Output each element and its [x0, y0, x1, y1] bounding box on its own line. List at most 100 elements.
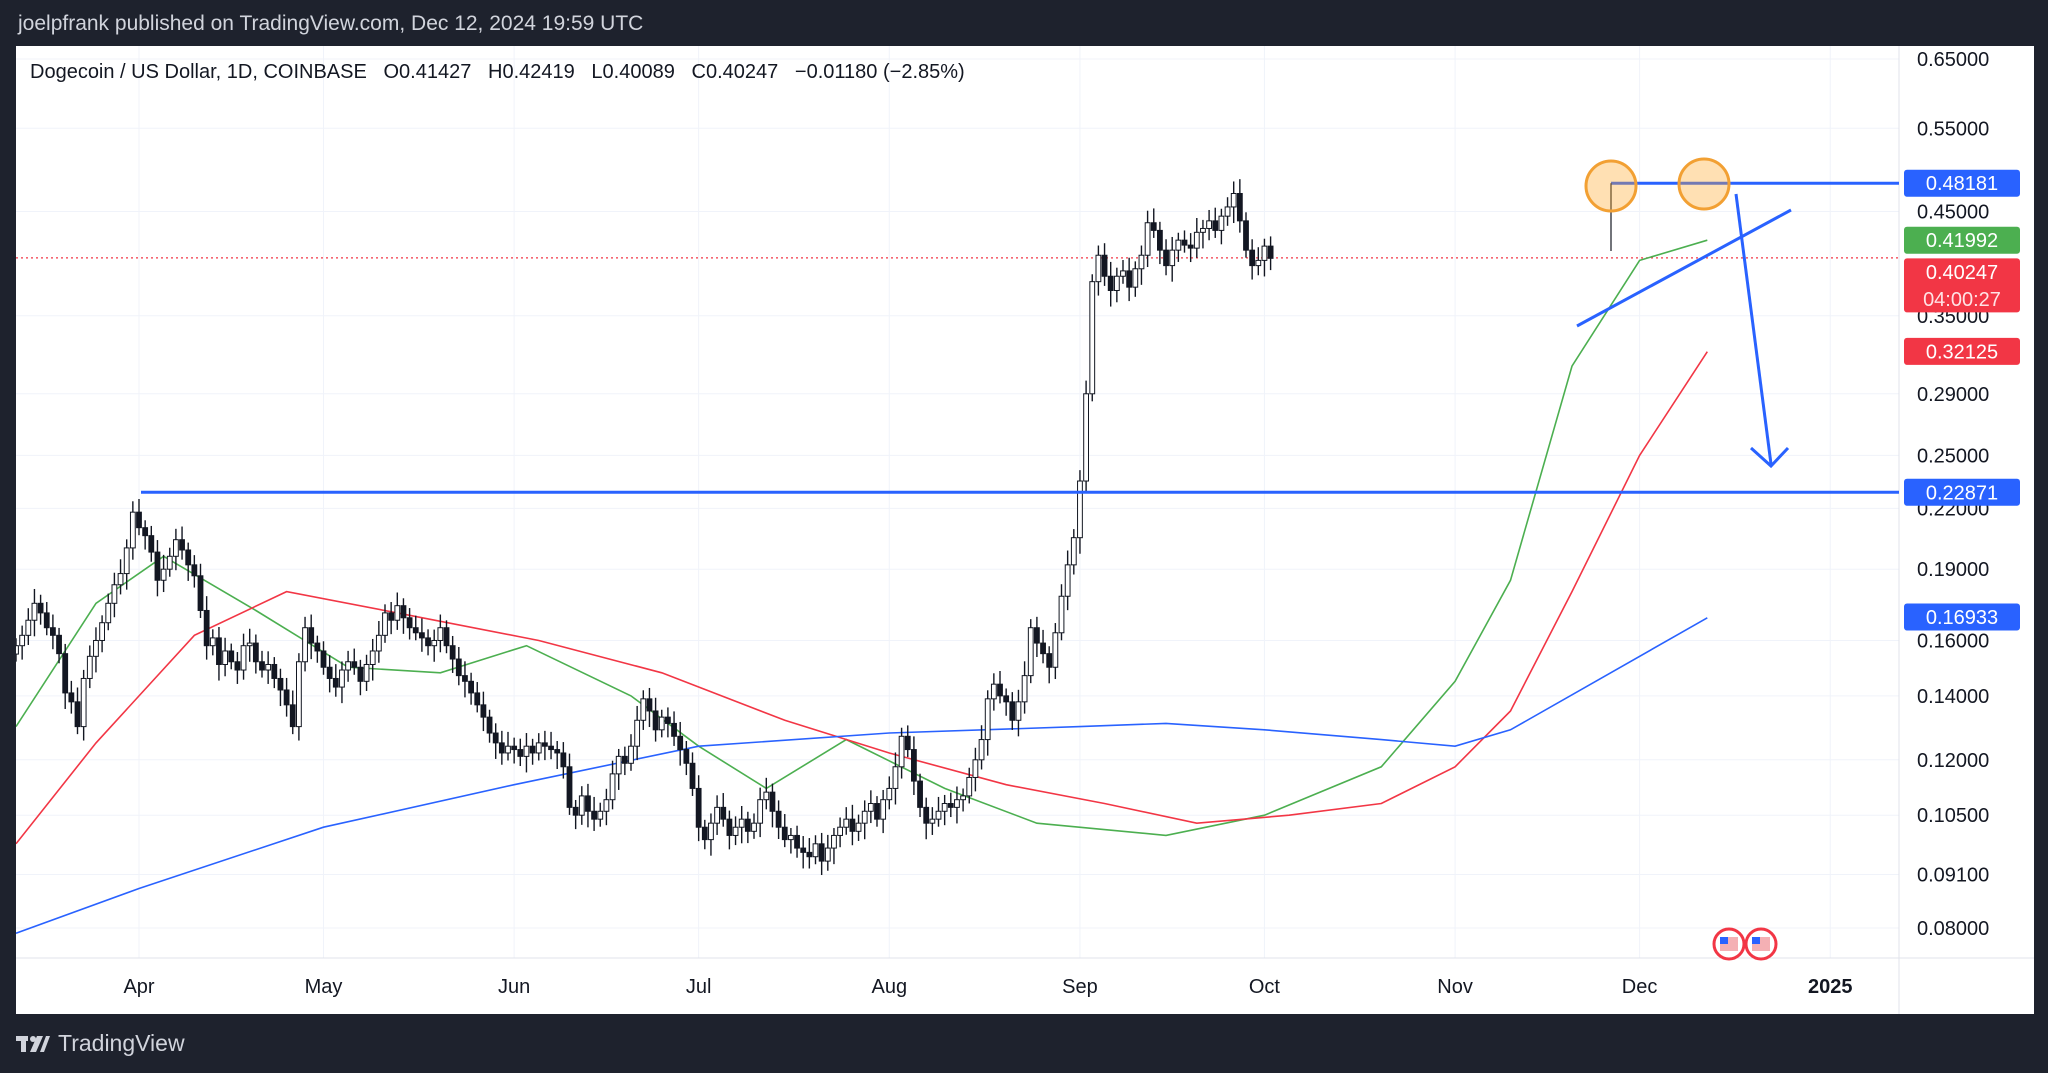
candle-body — [947, 803, 954, 808]
candle-body — [566, 766, 573, 808]
y-tick-label-5: 0.25000 — [1917, 445, 1989, 467]
trend-line-lower[interactable] — [1576, 208, 1792, 328]
candle-body — [1113, 275, 1120, 291]
candle-body — [1095, 254, 1102, 283]
candle-body — [1255, 259, 1262, 267]
candle-body — [419, 632, 425, 639]
candle-body — [1009, 701, 1016, 721]
double-top-circle-1[interactable] — [1677, 157, 1731, 211]
candle-body — [997, 683, 1003, 697]
footer-brand-label: TradingView — [58, 1030, 185, 1056]
candle-body — [1212, 220, 1219, 231]
x-tick-label-9: 2025 — [1808, 976, 1853, 998]
candle-body — [1175, 239, 1182, 251]
candle-body — [388, 612, 395, 621]
candle-body — [455, 658, 462, 677]
candle-body — [757, 799, 764, 824]
candle-body — [1261, 245, 1268, 261]
candle-body — [234, 661, 241, 671]
candle-body — [904, 735, 911, 751]
candle-body — [874, 803, 880, 820]
candle-body — [818, 843, 825, 862]
chart-panel[interactable]: 0.65000 0.55000 0.45000 0.35000 0.29000 0.250… — [13, 46, 2034, 1014]
candle-body — [1126, 270, 1133, 288]
y-tick-label-7: 0.19000 — [1917, 559, 1989, 581]
candle-body — [1070, 537, 1077, 566]
candle-body — [831, 834, 837, 849]
candle-body — [246, 642, 253, 647]
candle-body — [1193, 231, 1200, 249]
candle-body — [1064, 564, 1071, 597]
candle-body — [160, 568, 167, 581]
candle-body — [289, 704, 296, 728]
candle-body — [652, 710, 659, 731]
x-tick-label-1: May — [305, 976, 343, 998]
candle-body — [529, 745, 536, 754]
candle-body — [308, 627, 315, 644]
footer-brand[interactable]: TradingView — [16, 1030, 185, 1057]
candle-body — [117, 573, 124, 586]
candle-body — [1169, 249, 1176, 267]
candle-body — [216, 637, 222, 665]
x-tick-label-2: Jun — [498, 976, 530, 998]
candle-body — [203, 609, 210, 647]
candle-body — [443, 627, 450, 647]
double-top-circle-0[interactable] — [1584, 159, 1638, 213]
candle-body — [1138, 254, 1145, 270]
candle-body — [462, 675, 468, 682]
candle-body — [769, 791, 776, 812]
candle-body — [425, 637, 431, 647]
candle-body — [1132, 268, 1139, 288]
candle-body — [867, 803, 874, 812]
candle-body — [591, 810, 598, 820]
candle-body — [486, 716, 493, 734]
candle-body — [1052, 632, 1059, 668]
header-ohlc-change: −0.01180 (−2.85%) — [778, 61, 964, 83]
candle-body — [628, 745, 634, 764]
candle-body — [523, 745, 530, 757]
candle-body — [708, 822, 714, 841]
candle-body — [179, 539, 185, 551]
candle-body — [320, 650, 327, 668]
candle-body — [880, 799, 887, 820]
candle-body — [302, 627, 308, 663]
projection-arrow-shaft[interactable] — [1734, 193, 1773, 465]
candle-body — [800, 847, 807, 853]
candle-body — [191, 564, 198, 577]
candle-body — [578, 795, 585, 816]
candle-body — [1101, 254, 1108, 277]
candle-body — [31, 602, 38, 621]
candle-body — [123, 547, 130, 575]
candle-body — [68, 692, 75, 703]
candle-body — [898, 735, 905, 768]
candle-body — [972, 759, 979, 778]
candle-body — [382, 612, 388, 636]
candle-body — [351, 661, 358, 668]
price-label-bg-1 — [1904, 226, 2020, 254]
candle-body — [1157, 229, 1163, 251]
candle-body — [861, 810, 868, 824]
candle-body — [1267, 245, 1274, 259]
candle-body — [535, 742, 542, 754]
header-title: Dogecoin / US Dollar, 1D, COINBASE — [30, 61, 367, 83]
candle-body — [1027, 627, 1034, 677]
candle-body — [74, 701, 81, 728]
candle-body — [677, 735, 684, 751]
y-tick-label-1: 0.55000 — [1917, 118, 1989, 140]
price-label-bg-2 — [1904, 258, 2020, 313]
candle-body — [1206, 220, 1212, 229]
x-tick-label-6: Oct — [1249, 976, 1281, 998]
candle-body — [474, 692, 481, 706]
y-tick-label-9: 0.14000 — [1917, 686, 1989, 708]
candle-body — [911, 749, 917, 782]
price-chart-svg[interactable]: 0.650000.550000.450000.350000.290000.250… — [13, 46, 2034, 1014]
candle-body — [357, 666, 364, 682]
candle-body — [498, 742, 505, 754]
header-ohlc-close: C0.40247 — [675, 61, 778, 83]
candle-body — [173, 539, 179, 557]
candle-body — [517, 749, 524, 757]
candle-body — [326, 666, 333, 679]
us-flag-canton-1 — [1752, 937, 1760, 944]
candle-body — [960, 795, 967, 801]
y-tick-label-8: 0.16000 — [1917, 630, 1989, 652]
